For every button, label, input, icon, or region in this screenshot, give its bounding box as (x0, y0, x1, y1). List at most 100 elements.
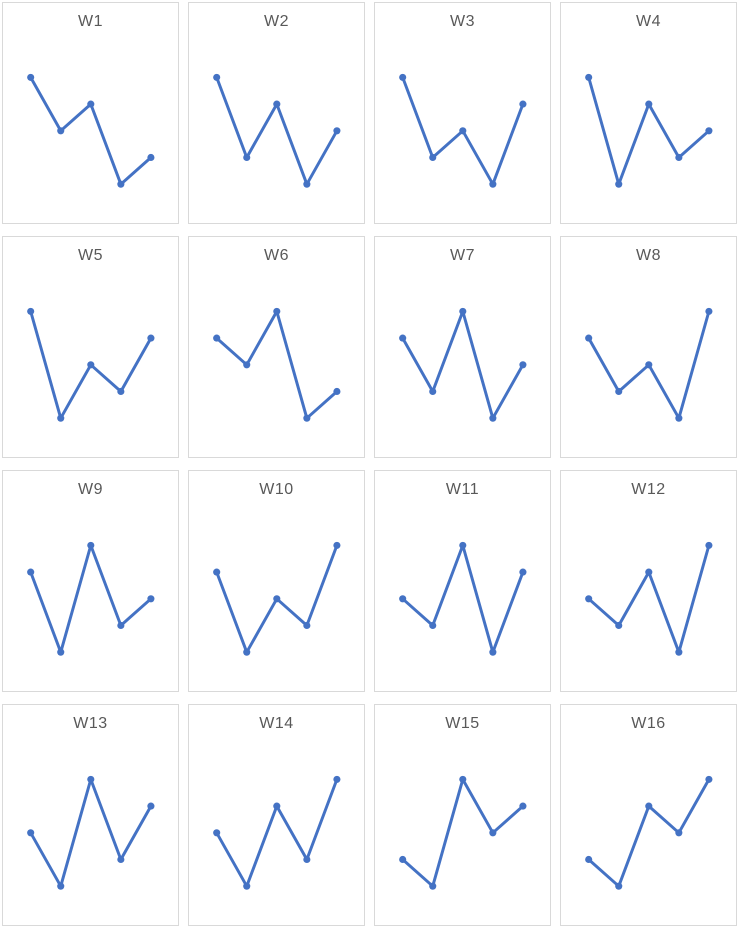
data-point-marker (645, 568, 653, 576)
line-series (401, 309, 525, 420)
chart-title: W3 (450, 13, 475, 30)
data-point-marker (645, 100, 653, 108)
chart-title: W7 (450, 247, 475, 264)
data-point-marker (399, 855, 407, 864)
data-point-marker (615, 180, 623, 188)
data-point-marker (675, 414, 683, 422)
data-point-marker (615, 621, 623, 630)
data-point-marker (27, 73, 35, 81)
data-point-marker (645, 361, 653, 369)
data-point-marker (519, 100, 527, 108)
line-series (587, 543, 711, 654)
data-point-marker (57, 127, 65, 135)
data-point-marker (705, 127, 713, 135)
data-point-marker (117, 180, 125, 188)
data-point-marker (117, 855, 125, 864)
data-point-marker (117, 387, 125, 396)
chart-title: W2 (264, 13, 289, 30)
data-point-marker (213, 568, 221, 576)
data-point-marker (303, 855, 311, 864)
sparkline-cell: W2 (188, 2, 365, 224)
data-point-marker (489, 648, 497, 656)
data-point-marker (87, 541, 95, 549)
line-chart (27, 775, 155, 890)
data-point-marker (333, 127, 341, 135)
data-point-marker (57, 648, 65, 656)
sparkline-cell: W9 (2, 470, 179, 692)
data-point-marker (333, 541, 341, 549)
line-chart (27, 307, 155, 422)
data-point-marker (273, 595, 281, 603)
data-point-marker (147, 802, 155, 810)
data-point-marker (87, 361, 95, 369)
line-series (215, 75, 339, 186)
data-point-marker (87, 100, 95, 108)
data-point-marker (675, 153, 683, 162)
line-chart (585, 541, 713, 656)
data-point-marker (147, 334, 155, 342)
data-point-marker (705, 541, 713, 549)
data-point-marker (27, 829, 35, 837)
line-series (29, 543, 153, 654)
data-point-marker (57, 882, 65, 890)
sparkline-cell: W5 (2, 236, 179, 458)
sparkline-cell: W3 (374, 2, 551, 224)
line-chart (213, 775, 341, 890)
line-series (401, 543, 525, 654)
sparkline-cell: W12 (560, 470, 737, 692)
sparkline-cell: W6 (188, 236, 365, 458)
data-point-marker (273, 802, 281, 810)
data-point-marker (585, 595, 593, 603)
data-point-marker (399, 334, 407, 342)
data-point-marker (87, 775, 95, 783)
line-chart (585, 73, 713, 188)
data-point-marker (147, 595, 155, 603)
data-point-marker (213, 829, 221, 837)
data-point-marker (645, 802, 653, 810)
chart-title: W11 (445, 481, 480, 498)
line-chart (399, 541, 527, 656)
chart-title: W14 (259, 715, 294, 732)
data-point-marker (147, 153, 155, 162)
sparkline-cell: W10 (188, 470, 365, 692)
line-series (215, 777, 339, 888)
data-point-marker (333, 775, 341, 783)
data-point-marker (459, 127, 467, 135)
data-point-marker (27, 307, 35, 315)
chart-title: W16 (631, 715, 666, 732)
chart-title: W8 (636, 247, 661, 264)
data-point-marker (585, 334, 593, 342)
data-point-marker (429, 621, 437, 630)
sparkline-cell: W8 (560, 236, 737, 458)
data-point-marker (303, 414, 311, 422)
chart-title: W10 (259, 481, 294, 498)
sparkline-cell: W15 (374, 704, 551, 926)
data-point-marker (615, 882, 623, 890)
line-chart (399, 73, 527, 188)
data-point-marker (399, 595, 407, 603)
chart-title: W1 (78, 13, 103, 30)
data-point-marker (333, 387, 341, 396)
sparkline-cell: W16 (560, 704, 737, 926)
chart-title: W15 (445, 715, 480, 732)
data-point-marker (519, 568, 527, 576)
chart-title: W13 (73, 715, 108, 732)
line-chart (399, 775, 527, 890)
data-point-marker (585, 73, 593, 81)
chart-title: W9 (78, 481, 103, 498)
data-point-marker (303, 621, 311, 630)
data-point-marker (273, 307, 281, 315)
data-point-marker (303, 180, 311, 188)
line-series (29, 75, 153, 186)
line-chart (585, 307, 713, 422)
data-point-marker (489, 414, 497, 422)
data-point-marker (243, 153, 251, 162)
data-point-marker (243, 648, 251, 656)
data-point-marker (243, 361, 251, 369)
data-point-marker (399, 73, 407, 81)
data-point-marker (459, 307, 467, 315)
line-chart (27, 73, 155, 188)
data-point-marker (429, 882, 437, 890)
data-point-marker (519, 361, 527, 369)
